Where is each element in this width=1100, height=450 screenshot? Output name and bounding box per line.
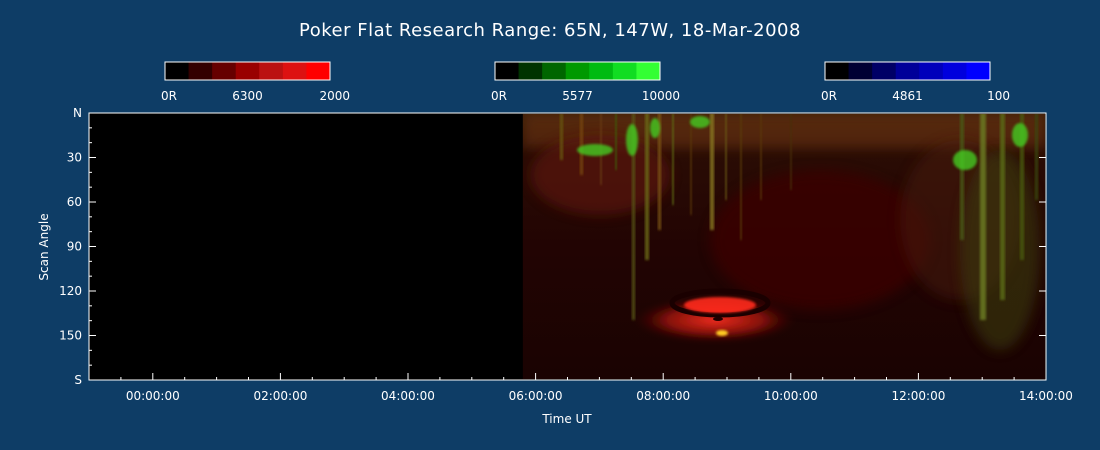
x-tick-label: 02:00:00: [253, 389, 307, 403]
colorbar-frame: [164, 61, 331, 81]
x-tick-label: 08:00:00: [636, 389, 690, 403]
green-emission: [650, 118, 660, 138]
auroral-ray: [615, 114, 617, 170]
green-emission: [1012, 123, 1028, 147]
colorbar-step: [259, 62, 284, 80]
x-tick-label: 00:00:00: [126, 389, 180, 403]
colorbar-step: [565, 62, 590, 80]
colorbar-step: [188, 62, 213, 80]
colorbar-mid-label: 4861: [892, 89, 923, 103]
y-tick-label: S: [74, 373, 82, 387]
auroral-ray: [980, 114, 986, 320]
colorbar-step: [895, 62, 920, 80]
x-tick-label: 14:00:00: [1019, 389, 1073, 403]
x-tick-label: 10:00:00: [764, 389, 818, 403]
colorbar-step: [848, 62, 873, 80]
auroral-ray: [960, 114, 964, 240]
colorbar-step: [165, 62, 190, 80]
auroral-ray: [1000, 114, 1005, 300]
colorbar-step: [825, 62, 850, 80]
green-emission: [953, 150, 977, 170]
auroral-ray: [690, 114, 692, 215]
colorbar-max-label: 100: [987, 89, 1010, 103]
green-emission: [577, 144, 613, 156]
colorbar-step: [966, 62, 991, 80]
colorbar-max-label: 10000: [642, 89, 680, 103]
colorbars: 0R 6300 2000 0R 5577 10000 0R 4861 100: [161, 61, 1010, 103]
y-tick-label: 60: [67, 195, 82, 209]
auroral-ray: [645, 114, 649, 260]
colorbar-step: [306, 62, 331, 80]
aurora-data-region: [522, 114, 1045, 379]
y-tick-label: N: [73, 106, 82, 120]
auroral-ray: [1020, 114, 1024, 260]
x-tick-label: 12:00:00: [891, 389, 945, 403]
colorbar-1: 0R 6300 2000: [161, 61, 350, 103]
yellow-spot: [716, 330, 728, 336]
red-emission-core: [684, 297, 756, 313]
colorbar-min-label: 0R: [821, 89, 837, 103]
auroral-ray: [710, 114, 714, 230]
y-tick-label: 30: [67, 151, 82, 165]
dark-ring: [669, 288, 771, 318]
auroral-ray: [1035, 114, 1038, 200]
colorbar-step: [235, 62, 260, 80]
colorbar-step: [495, 62, 520, 80]
diffuse-aurora: [710, 170, 930, 310]
colorbar-3: 0R 4861 100: [821, 61, 1010, 103]
colorbar-step: [872, 62, 897, 80]
colorbar-step: [589, 62, 614, 80]
colorbar-mid-label: 5577: [562, 89, 593, 103]
auroral-ray: [672, 114, 674, 205]
auroral-ray: [740, 114, 742, 240]
x-axis: 00:00:00 02:00:00 04:00:00 06:00:00 08:00:00…: [88, 373, 1073, 403]
y-axis-label: Scan Angle: [37, 213, 51, 280]
aurora-features: [522, 114, 1045, 350]
y-tick-label: 90: [67, 240, 82, 254]
colorbar-step: [212, 62, 237, 80]
dark-spot: [713, 317, 723, 321]
colorbar-step: [919, 62, 944, 80]
colorbar-step: [942, 62, 967, 80]
colorbar-mid-label: 6300: [232, 89, 263, 103]
colorbar-step: [542, 62, 567, 80]
auroral-ray: [790, 114, 792, 190]
colorbar-frame: [494, 61, 661, 81]
x-tick-label: 06:00:00: [509, 389, 563, 403]
chart-title: Poker Flat Research Range: 65N, 147W, 18…: [299, 20, 801, 41]
y-tick-label: 120: [59, 284, 82, 298]
y-axis: N 30 60 90 120 150 S: [59, 106, 1046, 387]
auroral-ray: [632, 114, 635, 320]
auroral-ray: [560, 114, 563, 160]
x-tick-label: 04:00:00: [381, 389, 435, 403]
y-tick-label: 150: [59, 329, 82, 343]
x-axis-label: Time UT: [541, 412, 592, 426]
colorbar-max-label: 2000: [319, 89, 350, 103]
green-emission: [690, 116, 710, 128]
colorbar-min-label: 0R: [491, 89, 507, 103]
auroral-ray: [658, 114, 661, 230]
green-emission: [626, 124, 638, 156]
colorbar-step: [518, 62, 543, 80]
colorbar-frame: [824, 61, 991, 81]
auroral-ray: [760, 114, 762, 200]
colorbar-min-label: 0R: [161, 89, 177, 103]
colorbar-step: [636, 62, 661, 80]
auroral-ray: [725, 114, 727, 200]
colorbar-step: [612, 62, 637, 80]
colorbar-2: 0R 5577 10000: [491, 61, 680, 103]
colorbar-step: [282, 62, 307, 80]
auroral-ray: [580, 114, 583, 175]
